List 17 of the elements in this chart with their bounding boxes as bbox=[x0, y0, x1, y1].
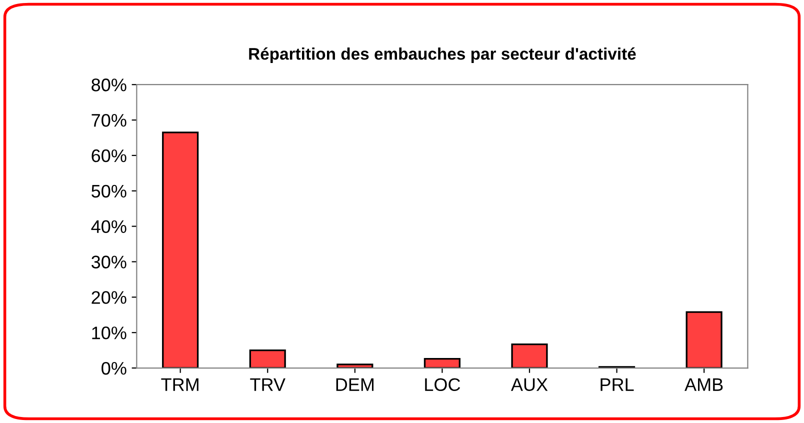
x-tick-label: AUX bbox=[510, 378, 548, 391]
y-tick-label: 80% bbox=[92, 78, 126, 92]
y-tick-label: 10% bbox=[92, 326, 126, 340]
x-tick-label: TRV bbox=[250, 378, 286, 391]
x-tick-label: AMB bbox=[684, 378, 723, 391]
x-tick-label: PRL bbox=[600, 378, 634, 391]
x-tick-label: LOC bbox=[425, 378, 460, 391]
x-tick-label: DEM bbox=[336, 378, 374, 391]
y-tick-label: 50% bbox=[92, 184, 126, 198]
y-tick-label: 40% bbox=[91, 220, 126, 234]
y-tick-label: 70% bbox=[92, 114, 126, 127]
x-tick-label: TRM bbox=[161, 378, 198, 391]
chart-title: Répartition des embauches par secteur d'activité bbox=[249, 47, 636, 64]
y-tick-label: 30% bbox=[92, 256, 126, 268]
y-tick-label: 20% bbox=[92, 291, 126, 304]
y-tick-label: 60% bbox=[92, 149, 126, 162]
y-tick-label: 0% bbox=[102, 362, 126, 375]
